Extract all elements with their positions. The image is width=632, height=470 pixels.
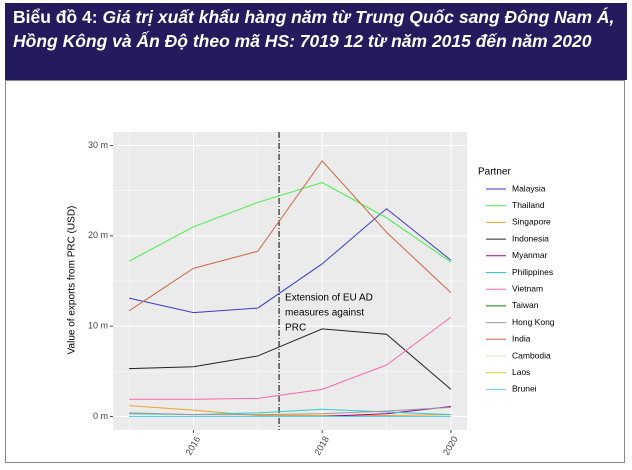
legend-label: Myanmar xyxy=(512,250,548,260)
x-tick-label: 2016 xyxy=(184,435,203,457)
legend-label: Singapore xyxy=(512,217,551,227)
legend-label: Indonesia xyxy=(512,233,549,243)
series-line xyxy=(129,405,451,417)
legend-label: Philippines xyxy=(512,267,553,277)
legend-label: Brunei xyxy=(512,384,537,394)
legend-label: Vietnam xyxy=(512,283,543,293)
annotation: PRC xyxy=(285,323,306,334)
series-line xyxy=(129,316,452,400)
annotation: Extension of EU AD xyxy=(285,293,373,304)
legend-title: Partner xyxy=(478,167,511,178)
y-tick-label: 0 m xyxy=(93,411,108,421)
legend-label: Malaysia xyxy=(512,183,546,193)
legend-label: Hong Kong xyxy=(512,317,555,327)
y-tick-label: 30 m xyxy=(88,140,108,150)
title-label: Biểu đồ 4: xyxy=(13,7,98,27)
series-line xyxy=(129,406,451,416)
chart-title: Giá trị xuất khẩu hàng năm từ Trung Quốc… xyxy=(13,7,615,51)
series-line xyxy=(128,160,452,312)
y-axis-label: Value of exports from PRC (USD) xyxy=(67,206,78,355)
legend-label: Cambodia xyxy=(512,350,551,360)
legend-label: Thailand xyxy=(512,200,545,210)
x-tick-label: 2020 xyxy=(441,435,460,457)
annotation: measures against xyxy=(285,308,364,319)
series-line xyxy=(129,328,452,390)
series-line xyxy=(128,182,452,263)
y-tick-label: 10 m xyxy=(88,321,108,331)
chart-header: Biểu đồ 4: Giá trị xuất khẩu hàng năm từ… xyxy=(5,3,627,80)
frame xyxy=(5,80,625,463)
x-tick-label: 2018 xyxy=(312,435,331,457)
series-line xyxy=(128,208,452,314)
legend-label: Laos xyxy=(512,367,530,377)
legend-label: Taiwan xyxy=(512,300,539,310)
legend-label: India xyxy=(512,334,531,344)
y-tick-label: 20 m xyxy=(88,230,108,240)
